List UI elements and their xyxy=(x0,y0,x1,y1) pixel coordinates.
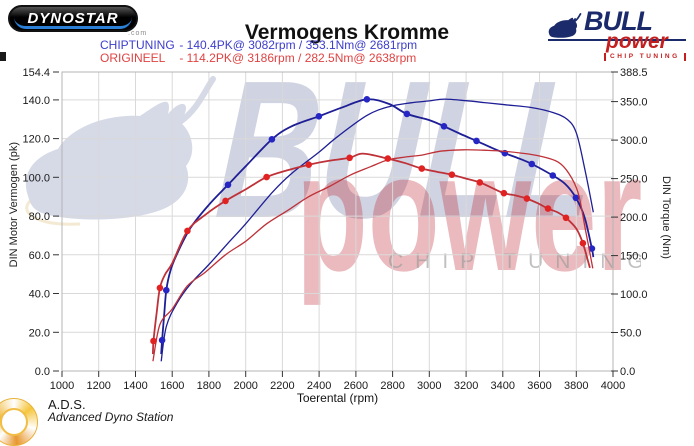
dynostar-swoosh-line xyxy=(14,14,132,29)
legend-row-origineel: ORIGINEEL - 114.2PK@ 3186rpm / 282.5Nm@ … xyxy=(100,50,417,65)
marker-origineel-torque xyxy=(418,165,426,172)
marker-chiptuning-torque xyxy=(163,286,170,294)
marker-origineel-torque xyxy=(346,154,353,162)
chart-grid-axes: 1000 1200 1400 1600 1800 2000 2200 2400 2600 2800… xyxy=(22,67,648,392)
marker-origineel-torque xyxy=(222,197,229,205)
marker-origineel-torque xyxy=(579,239,587,247)
x-tick-label: 2200 xyxy=(270,380,294,392)
power-logo-text: power xyxy=(606,30,668,53)
left-tick-label: 154.4 xyxy=(22,67,50,79)
marker-chiptuning-torque xyxy=(268,136,276,143)
x-tick-label: 2400 xyxy=(307,380,331,392)
x-tick-label: 2800 xyxy=(380,380,404,392)
marker-origineel-torque xyxy=(544,205,552,212)
x-tick-label: 3600 xyxy=(527,380,551,392)
left-tick-label: 120.0 xyxy=(22,134,50,146)
ads-full-name: Advanced Dyno Station xyxy=(48,410,174,424)
left-tick-label: 40.0 xyxy=(29,289,50,301)
left-tick-label: 20.0 xyxy=(29,327,50,339)
left-tick-label: 0.0 xyxy=(35,366,50,378)
left-tick-label: 140.0 xyxy=(22,95,50,107)
series-origineel-torque xyxy=(152,152,591,355)
marker-chiptuning-torque xyxy=(158,336,166,344)
series-chiptuning-power xyxy=(160,98,594,362)
marker-origineel-torque xyxy=(448,171,456,178)
marker-chiptuning-torque xyxy=(403,110,411,118)
legend: CHIPTUNING - 140.4PK@ 3082rpm / 353.1Nm@… xyxy=(100,39,417,64)
marker-origineel-torque xyxy=(156,284,164,292)
marker-origineel-torque xyxy=(305,161,313,168)
right-tick-label: 100.0 xyxy=(620,289,648,301)
right-tick-label: 300.0 xyxy=(620,135,648,147)
marker-chiptuning-torque xyxy=(315,113,323,120)
right-tick-label: 200.0 xyxy=(620,212,648,224)
right-tick-label: 250.0 xyxy=(620,174,648,186)
marker-chiptuning-torque xyxy=(549,172,557,179)
series-chiptuning-torque xyxy=(160,98,595,355)
dynostar-domain-text: .com xyxy=(128,30,148,37)
legend-detail: - 114.2PK@ 3186rpm / 282.5Nm@ 2638rpm xyxy=(179,50,417,65)
dynostar-logo-text: DYNOSTAR xyxy=(27,10,119,27)
marker-origineel-torque xyxy=(263,173,270,181)
x-tick-label: 3800 xyxy=(564,380,588,392)
legend-label: ORIGINEEL xyxy=(100,50,166,65)
legend-label: CHIPTUNING xyxy=(100,38,175,52)
chip-tuning-logo-text: CHIP TUNING xyxy=(604,53,686,61)
marker-chiptuning-torque xyxy=(363,96,371,103)
dyno-report-page: { "header": { "title": "Vermogens Kromme… xyxy=(0,5,692,446)
x-tick-label: 1600 xyxy=(160,380,184,392)
bull-logo-text: BULL xyxy=(584,6,653,36)
left-tick-label: 100.0 xyxy=(22,172,50,184)
marker-chiptuning-torque xyxy=(528,160,536,168)
marker-origineel-torque xyxy=(523,195,531,202)
dynostar-logo: DYNOSTAR xyxy=(8,5,138,32)
marker-chiptuning-torque xyxy=(224,181,232,189)
marker-origineel-torque xyxy=(500,189,508,197)
x-tick-label: 1000 xyxy=(50,380,74,392)
bull-logo-underline xyxy=(548,39,686,41)
x-tick-label: 1400 xyxy=(123,380,147,392)
x-tick-label: 3200 xyxy=(454,380,478,392)
right-tick-label: 50.0 xyxy=(620,328,641,340)
left-axis-title: DIN Motor Vermogen (pk) xyxy=(8,142,20,268)
marker-origineel-torque xyxy=(476,179,484,186)
ads-abbreviation: A.D.S. xyxy=(48,397,86,412)
chart-curves xyxy=(150,96,596,362)
series-origineel-power xyxy=(152,149,594,362)
marker-origineel-torque xyxy=(562,214,570,222)
plot-border xyxy=(61,71,614,372)
right-tick-label: 0.0 xyxy=(620,366,635,378)
x-tick-label: 1800 xyxy=(197,380,221,392)
left-edge-mark xyxy=(0,52,6,61)
right-axis-title: DIN Torque (Nm) xyxy=(660,176,672,259)
bullpower-logo: BULL power CHIP TUNING xyxy=(546,6,692,64)
right-tick-label: 388.5 xyxy=(620,67,648,79)
right-tick-label: 150.0 xyxy=(620,251,648,263)
marker-origineel-torque xyxy=(150,337,157,345)
legend-detail: - 140.4PK@ 3082rpm / 353.1Nm@ 2681rpm xyxy=(179,38,418,52)
legend-row-chiptuning: CHIPTUNING - 140.4PK@ 3082rpm / 353.1Nm@… xyxy=(100,39,417,52)
bull-icon xyxy=(548,13,582,38)
x-tick-label: 2000 xyxy=(233,380,257,392)
right-tick-label: 350.0 xyxy=(620,97,648,109)
marker-origineel-torque xyxy=(384,155,392,162)
marker-chiptuning-torque xyxy=(473,137,480,145)
x-tick-label: 2600 xyxy=(344,380,368,392)
x-tick-label: 4000 xyxy=(601,380,625,392)
x-tick-label: 3400 xyxy=(491,380,515,392)
marker-chiptuning-torque xyxy=(572,194,580,202)
marker-origineel-torque xyxy=(184,227,191,235)
x-tick-label: 1200 xyxy=(86,380,110,392)
left-tick-label: 80.0 xyxy=(29,211,50,223)
marker-chiptuning-torque xyxy=(440,123,448,130)
marker-chiptuning-torque xyxy=(588,245,596,252)
page-title: Vermogens Kromme xyxy=(244,21,450,45)
left-tick-label: 60.0 xyxy=(29,250,50,262)
x-axis-title: Toerental (rpm) xyxy=(296,391,379,405)
x-tick-label: 3000 xyxy=(417,380,441,392)
